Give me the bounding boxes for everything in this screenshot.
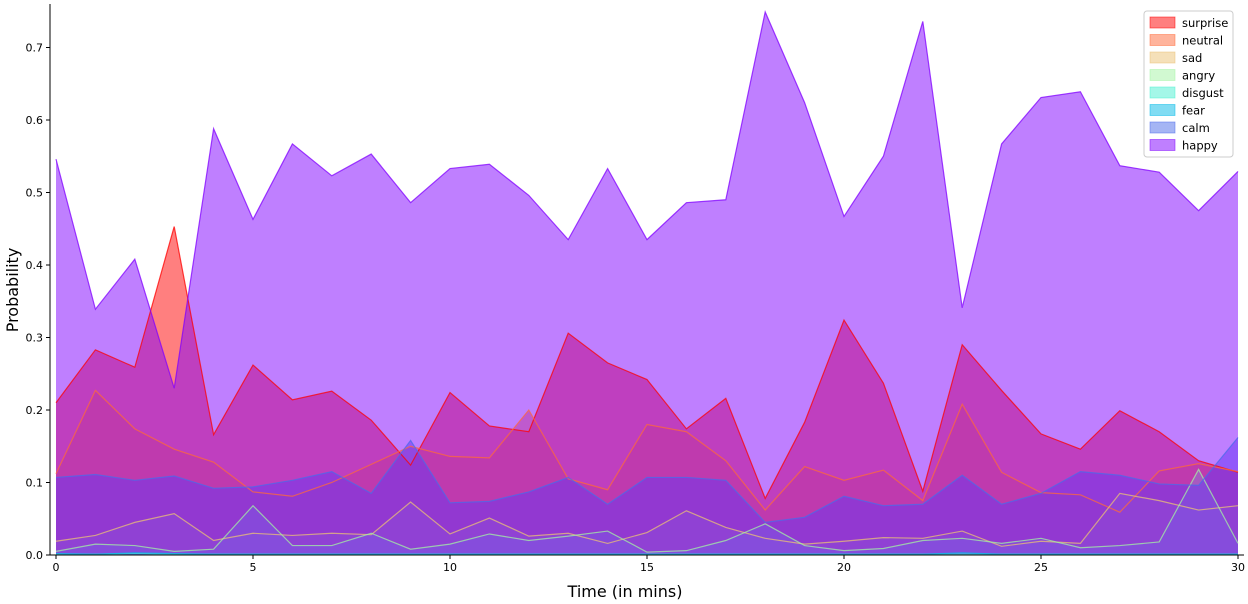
legend-label-happy: happy	[1182, 139, 1218, 153]
x-axis-title: Time (in mins)	[567, 582, 683, 601]
y-tick-label: 0.1	[26, 477, 44, 490]
x-tick-label: 30	[1231, 561, 1245, 574]
y-tick-label: 0.2	[26, 404, 44, 417]
legend-frame	[1143, 10, 1234, 158]
legend: surprise neutral sad angry disgust fear calm ha…	[1143, 10, 1234, 158]
x-tick-label: 15	[640, 561, 654, 574]
line-happy	[55, 10, 1239, 389]
line-angry	[55, 468, 1239, 553]
legend-swatch-sad	[1149, 51, 1176, 64]
legend-swatch-surprise	[1149, 16, 1176, 29]
legend-swatch-calm	[1149, 121, 1176, 134]
legend-swatch-disgust	[1149, 86, 1176, 99]
legend-label-surprise: surprise	[1182, 16, 1228, 30]
y-tick-label: 0.0	[26, 549, 44, 562]
legend-label-neutral: neutral	[1182, 34, 1223, 48]
x-tick-label: 25	[1034, 561, 1048, 574]
x-tick-label: 5	[250, 561, 257, 574]
legend-label-angry: angry	[1182, 69, 1215, 83]
y-tick-label: 0.3	[26, 332, 44, 345]
y-axis-title: Probability	[3, 248, 22, 333]
line-neutral	[55, 389, 1239, 513]
area-happy	[56, 11, 1238, 556]
y-tick-label: 0.4	[26, 259, 44, 272]
series-lines	[55, 10, 1239, 555]
y-tick-label: 0.5	[26, 187, 44, 200]
legend-swatch-happy	[1149, 139, 1176, 151]
legend-label-disgust: disgust	[1182, 86, 1224, 100]
x-tick-label: 0	[53, 561, 60, 574]
legend-label-fear: fear	[1182, 104, 1205, 118]
line-fear	[55, 552, 1238, 555]
y-tick-label: 0.7	[26, 42, 44, 55]
line-sad	[55, 492, 1239, 547]
y-ticks: 0.0 0.1 0.2 0.3 0.4 0.5 0.6 0.7	[26, 42, 50, 562]
x-tick-label: 10	[443, 561, 457, 574]
legend-swatch-neutral	[1149, 34, 1176, 46]
x-tick-label: 20	[837, 561, 851, 574]
x-ticks: 0 5 10 15 20 25 30	[53, 555, 1245, 574]
legend-label-calm: calm	[1182, 121, 1210, 135]
series-areas	[56, 11, 1238, 556]
legend-swatch-fear	[1149, 104, 1176, 116]
line-calm	[55, 437, 1239, 524]
legend-label-sad: sad	[1182, 51, 1202, 65]
legend-swatch-angry	[1149, 69, 1176, 81]
line-surprise	[55, 226, 1239, 500]
y-tick-label: 0.6	[26, 114, 44, 127]
